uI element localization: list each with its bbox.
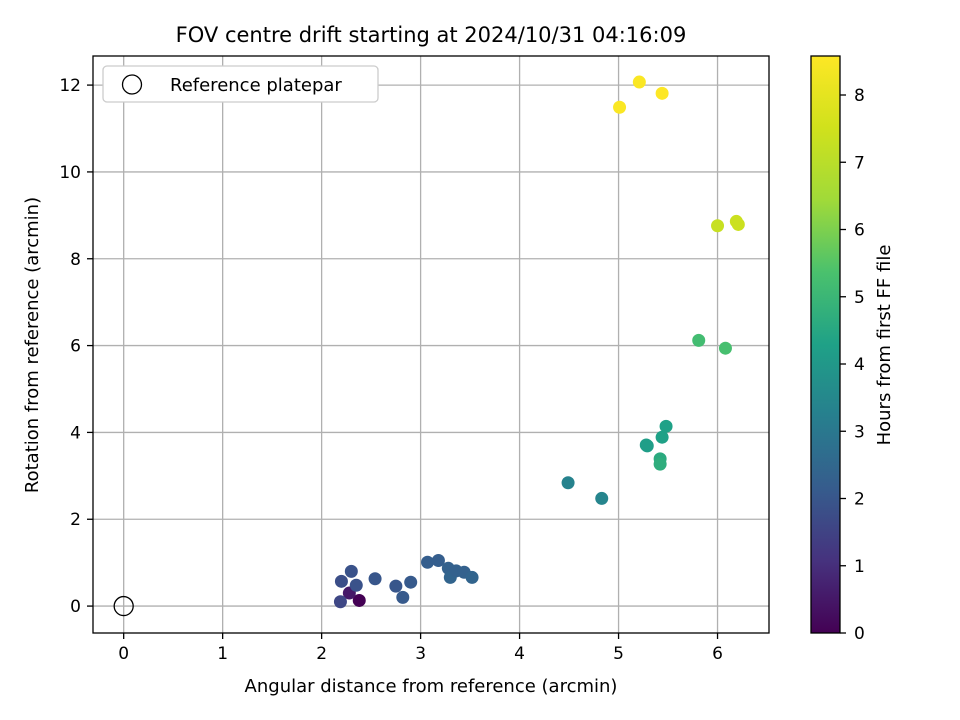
colorbar-label: Hours from first FF file bbox=[874, 245, 895, 446]
legend: Reference platepar bbox=[102, 65, 379, 103]
data-point bbox=[465, 570, 479, 584]
data-point bbox=[655, 430, 669, 444]
data-point bbox=[632, 75, 646, 89]
x-axis-label: Angular distance from reference (arcmin) bbox=[245, 676, 618, 697]
y-tick-label: 0 bbox=[70, 597, 81, 617]
data-point bbox=[344, 564, 358, 578]
data-point bbox=[333, 595, 347, 609]
colorbar-tick-label: 5 bbox=[854, 288, 865, 308]
y-tick-label: 10 bbox=[59, 163, 81, 183]
data-point bbox=[396, 590, 410, 604]
data-point bbox=[404, 575, 418, 589]
data-point bbox=[389, 579, 403, 593]
x-tick-label: 6 bbox=[712, 644, 723, 664]
data-point bbox=[595, 491, 609, 505]
y-tick-label: 12 bbox=[59, 76, 81, 96]
colorbar: 0 1 2 3 4 5 6 7 8 Hours from first FF file bbox=[810, 55, 895, 644]
colorbar-tick-label: 0 bbox=[854, 624, 865, 644]
data-point bbox=[368, 572, 382, 586]
data-point bbox=[349, 578, 363, 592]
legend-label: Reference platepar bbox=[170, 75, 342, 96]
reference-marker bbox=[113, 595, 134, 617]
data-point bbox=[711, 219, 725, 233]
colorbar-tick-label: 1 bbox=[854, 557, 865, 577]
x-axis-ticks: 0 1 2 3 4 5 6 bbox=[118, 633, 723, 664]
chart-title: FOV centre drift starting at 2024/10/31 … bbox=[176, 23, 687, 47]
data-point bbox=[653, 457, 667, 471]
colorbar-tick-label: 3 bbox=[854, 422, 865, 442]
x-tick-label: 5 bbox=[613, 644, 624, 664]
y-tick-label: 8 bbox=[70, 250, 81, 270]
grid-lines bbox=[93, 56, 769, 633]
data-point bbox=[692, 333, 706, 347]
data-point bbox=[431, 553, 445, 567]
colorbar-tick-label: 4 bbox=[854, 355, 865, 375]
y-axis-label: Rotation from reference (arcmin) bbox=[22, 197, 43, 493]
legend-box bbox=[102, 65, 379, 103]
y-tick-label: 6 bbox=[70, 337, 81, 357]
x-tick-label: 4 bbox=[514, 644, 525, 664]
data-point bbox=[731, 217, 745, 231]
data-point bbox=[655, 86, 669, 100]
plot-frame bbox=[92, 55, 770, 634]
y-axis-ticks: 0 2 4 6 8 10 12 bbox=[59, 76, 93, 617]
data-point bbox=[561, 476, 575, 490]
data-point bbox=[613, 100, 627, 114]
data-point bbox=[421, 555, 435, 569]
x-tick-label: 1 bbox=[217, 644, 228, 664]
colorbar-tick-label: 8 bbox=[854, 86, 865, 106]
data-point bbox=[352, 593, 366, 607]
x-tick-label: 2 bbox=[316, 644, 327, 664]
colorbar-tick-label: 2 bbox=[854, 490, 865, 510]
y-tick-label: 2 bbox=[70, 510, 81, 530]
colorbar-gradient bbox=[810, 55, 841, 634]
data-point bbox=[640, 439, 654, 453]
legend-marker-icon bbox=[121, 74, 143, 95]
colorbar-tick-label: 6 bbox=[854, 221, 865, 241]
x-tick-label: 0 bbox=[118, 644, 129, 664]
data-point bbox=[659, 419, 673, 433]
data-points bbox=[113, 75, 745, 617]
y-tick-label: 4 bbox=[70, 423, 81, 443]
colorbar-ticks: 0 1 2 3 4 5 6 7 8 bbox=[840, 86, 865, 644]
data-point bbox=[334, 574, 348, 588]
colorbar-tick-label: 7 bbox=[854, 153, 865, 173]
x-tick-label: 3 bbox=[415, 644, 426, 664]
data-point bbox=[718, 341, 732, 355]
